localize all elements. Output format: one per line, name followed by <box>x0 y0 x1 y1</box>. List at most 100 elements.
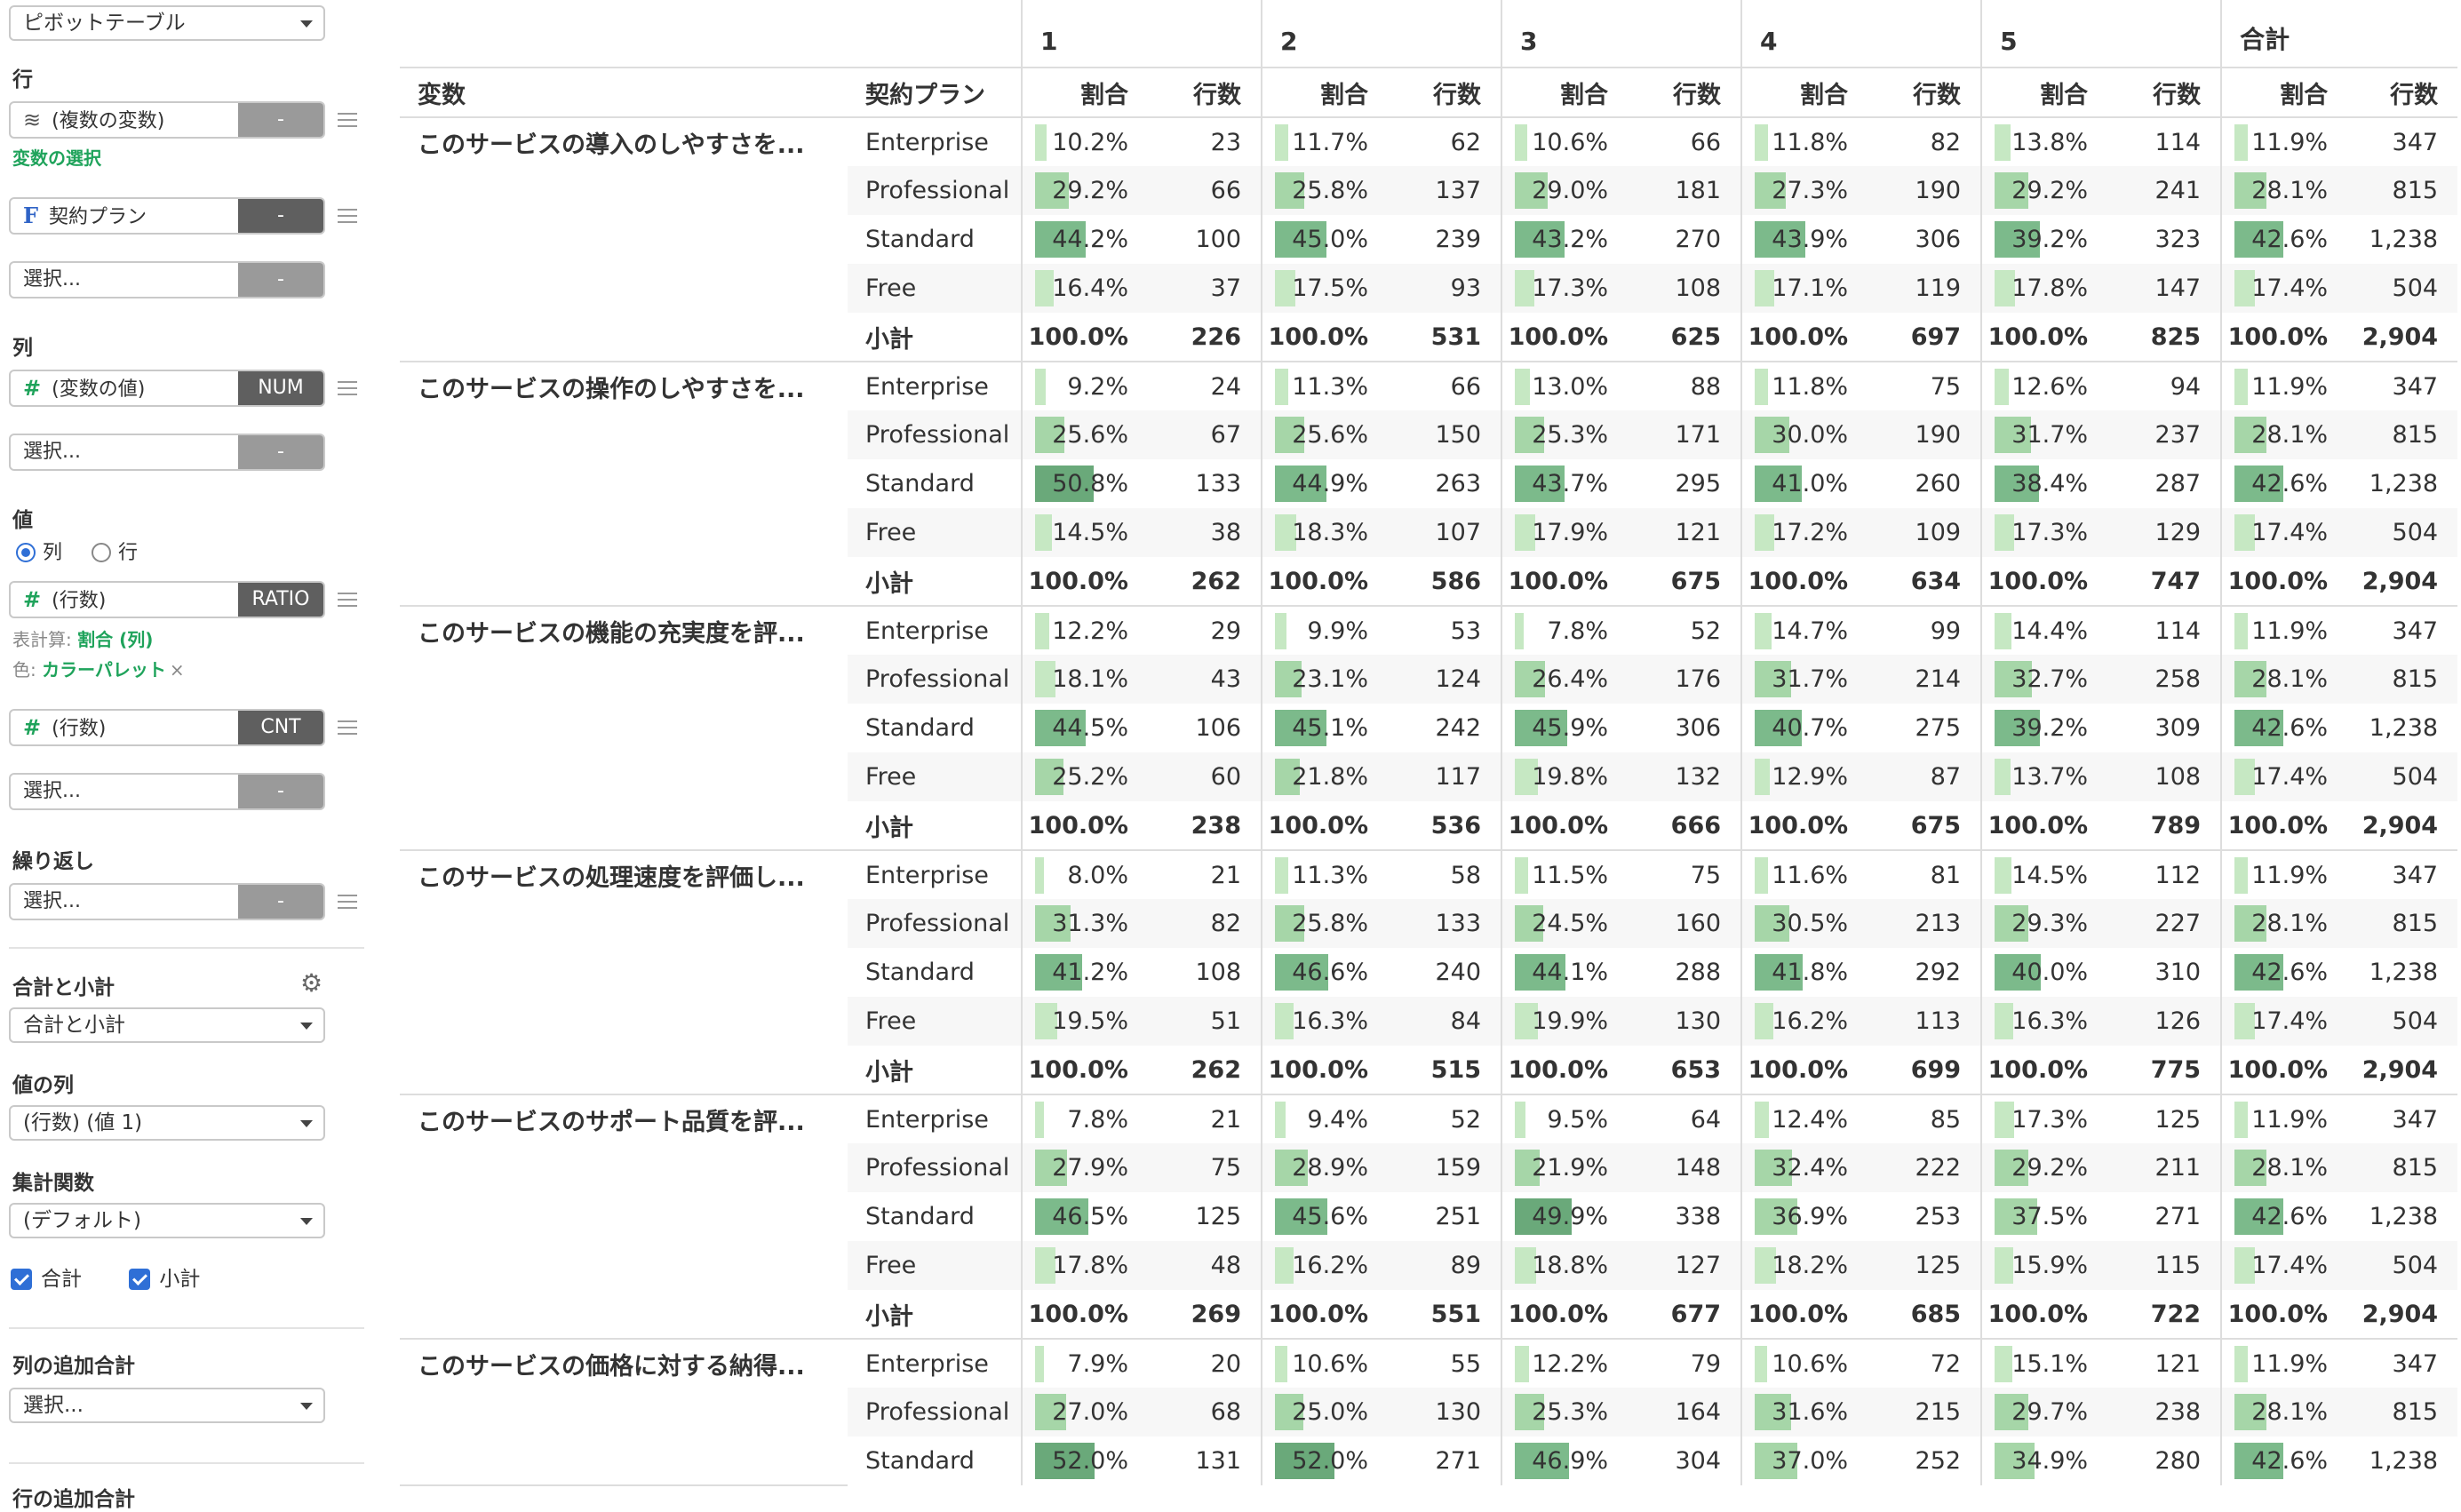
variable-label[interactable]: このサービスの処理速度を評価し... <box>400 850 848 1095</box>
column-variable-pill[interactable]: # (変数の値) NUM <box>9 370 325 407</box>
value-variable-pill[interactable]: # (行数) RATIO <box>9 581 325 618</box>
header-count[interactable]: 行数 <box>1868 68 1982 118</box>
row-add-select[interactable]: 選択... - <box>9 261 325 298</box>
totals-select-value: 合計と小計 <box>23 1014 125 1037</box>
header-ratio[interactable]: 割合 <box>1501 68 1629 118</box>
header-ratio[interactable]: 割合 <box>1261 68 1389 118</box>
variable-label[interactable]: このサービスの導入のしやすさを... <box>400 117 848 362</box>
ratio-value: 17.2% <box>1772 519 1849 546</box>
value-add-select[interactable]: 選択... - <box>9 773 325 810</box>
column-group-header[interactable]: 5 <box>1980 0 2222 68</box>
view-type-select[interactable]: ピボットテーブル <box>9 5 325 41</box>
close-icon[interactable]: × <box>169 659 185 680</box>
row-plan-pill[interactable]: F 契約プラン - <box>9 197 325 235</box>
subtotal-count-cell: 625 <box>1628 313 1742 362</box>
table-row: このサービスの価格に対する納得... Enterprise 7.9% 20 10.6% 5… <box>400 1339 2457 1486</box>
subtotal-count-cell: 536 <box>1388 801 1502 851</box>
drag-handle-icon[interactable] <box>338 381 357 395</box>
repeat-remove-button[interactable]: - <box>238 885 323 919</box>
gear-icon[interactable]: ⚙ <box>300 968 323 998</box>
value-calc-type-button[interactable]: RATIO <box>238 583 323 617</box>
header-plan[interactable]: 契約プラン <box>848 68 1022 118</box>
count-cell: 21 <box>1210 1105 1242 1134</box>
ratio-value: 13.0% <box>1532 372 1609 401</box>
ratio-value: 37.5% <box>2011 1203 2089 1230</box>
column-add-remove-button[interactable]: - <box>238 435 323 469</box>
ratio-bar <box>1275 613 1286 649</box>
column-group-header[interactable]: 2 <box>1261 0 1502 68</box>
ratio-bar <box>1035 1346 1045 1382</box>
ratio-bar <box>1035 1198 1088 1235</box>
color-palette-link[interactable]: カラーパレット <box>42 659 166 680</box>
table-calc-link[interactable]: 割合 (列) <box>77 629 154 650</box>
ratio-bar <box>1275 710 1327 746</box>
value-variable-pill-2[interactable]: # (行数) CNT <box>9 709 325 746</box>
ratio-value: 38.4% <box>2011 470 2089 497</box>
header-count[interactable]: 行数 <box>2107 68 2222 118</box>
column-group-header[interactable]: 合計 <box>2220 0 2458 68</box>
header-variable[interactable]: 変数 <box>400 68 848 118</box>
column-group-header[interactable]: 1 <box>1020 0 1262 68</box>
count-cell: 1,238 <box>2369 226 2439 253</box>
subtotal-checkbox[interactable]: 小計 <box>129 1268 200 1291</box>
extra-column-total-select[interactable]: 選択... <box>9 1388 325 1423</box>
ratio-value: 41.0% <box>1772 470 1849 497</box>
ratio-cell: 12.9% <box>1740 752 1868 801</box>
ratio-cell: 30.0% <box>1740 410 1868 459</box>
row-add-remove-button[interactable]: - <box>238 263 323 297</box>
header-ratio[interactable]: 割合 <box>1980 68 2108 118</box>
radio-column[interactable]: 列 <box>16 542 62 564</box>
variable-label[interactable]: このサービスの操作のしやすさを... <box>400 362 848 607</box>
ratio-value: 30.5% <box>1772 910 1849 937</box>
ratio-cell: 17.8% <box>1021 1241 1148 1290</box>
ratio-bar <box>1515 1150 1541 1186</box>
repeat-select[interactable]: 選択... - <box>9 883 325 920</box>
ratio-cell: 25.3% <box>1501 1388 1629 1436</box>
drag-handle-icon[interactable] <box>338 209 357 223</box>
totals-select[interactable]: 合計と小計 <box>9 1007 325 1043</box>
drag-handle-icon[interactable] <box>338 720 357 735</box>
variable-label[interactable]: このサービスのサポート品質を評... <box>400 1094 848 1340</box>
aggregate-function-select[interactable]: (デフォルト) <box>9 1203 325 1238</box>
value-column-select[interactable]: (行数) (値 1) <box>9 1105 325 1141</box>
header-ratio[interactable]: 割合 <box>1021 68 1148 118</box>
ratio-bar <box>1755 710 1802 746</box>
ratio-cell: 11.9% <box>2220 850 2348 899</box>
total-checkbox[interactable]: 合計 <box>11 1268 82 1291</box>
ratio-cell: 19.9% <box>1501 997 1629 1046</box>
column-group-header[interactable]: 4 <box>1740 0 1982 68</box>
column-type-button[interactable]: NUM <box>238 371 323 405</box>
ratio-cell: 45.9% <box>1501 704 1629 752</box>
header-count[interactable]: 行数 <box>1388 68 1502 118</box>
drag-handle-icon[interactable] <box>338 593 357 607</box>
column-group-header[interactable]: 3 <box>1501 0 1742 68</box>
row-plan-remove-button[interactable]: - <box>238 199 323 233</box>
variable-label[interactable]: このサービスの機能の充実度を評... <box>400 606 848 851</box>
ratio-cell: 28.9% <box>1261 1143 1389 1192</box>
header-count[interactable]: 行数 <box>2347 68 2458 118</box>
ratio-value: 7.8% <box>1067 1105 1128 1134</box>
value-add-remove-button[interactable]: - <box>238 775 323 808</box>
ratio-value: 28.1% <box>2251 177 2329 204</box>
ratio-bar <box>2234 613 2249 649</box>
column-add-select[interactable]: 選択... - <box>9 434 325 471</box>
ratio-bar <box>2234 124 2249 161</box>
radio-row[interactable]: 行 <box>92 542 138 564</box>
drag-handle-icon[interactable] <box>338 895 357 909</box>
drag-handle-icon[interactable] <box>338 113 357 127</box>
header-count[interactable]: 行数 <box>1628 68 1742 118</box>
select-variables-link[interactable]: 変数の選択 <box>12 147 101 169</box>
count-cell: 88 <box>1690 372 1722 401</box>
ratio-cell: 29.7% <box>1980 1388 2108 1436</box>
count-cell: 129 <box>2107 508 2222 557</box>
row-variable-remove-button[interactable]: - <box>238 103 323 137</box>
ratio-cell: 14.4% <box>1980 606 2108 655</box>
row-variable-pill[interactable]: ≋ (複数の変数) - <box>9 101 325 139</box>
value-agg-type-button[interactable]: CNT <box>238 711 323 744</box>
header-ratio[interactable]: 割合 <box>2220 68 2348 118</box>
ratio-value: 16.2% <box>1292 1252 1369 1279</box>
header-ratio[interactable]: 割合 <box>1740 68 1868 118</box>
count-cell: 37 <box>1148 264 1262 313</box>
variable-label[interactable]: このサービスの価格に対する納得... <box>400 1339 848 1486</box>
header-count[interactable]: 行数 <box>1148 68 1262 118</box>
